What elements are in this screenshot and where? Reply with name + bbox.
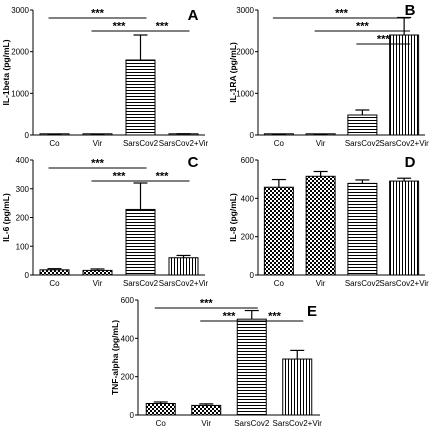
bar: [236, 318, 267, 416]
y-axis-label: IL-1RA (pg/mL): [228, 42, 238, 103]
y-tick-label: 400: [241, 194, 255, 203]
category-label: Vir: [316, 279, 326, 288]
y-tick-label: 3000: [11, 6, 29, 15]
panel-A: 0 1000 2000 3000 IL-1beta (pg/mL) A Co Vir SarsC…: [1, 6, 209, 148]
y-tick-label: 2000: [236, 48, 254, 57]
bar: [347, 114, 378, 136]
y-tick-label: 0: [25, 271, 30, 280]
category-label: Vir: [93, 139, 103, 148]
significance-label: ***: [377, 34, 391, 46]
category-label: Vir: [201, 419, 211, 428]
bar: [191, 404, 222, 416]
y-tick-label: 600: [121, 296, 135, 305]
significance-label: ***: [156, 21, 170, 33]
panel-E: 0 200 400 600 TNF-alpha (pg/mL) E Co Vir SarsCov…: [110, 296, 322, 428]
panel-letter: B: [405, 2, 416, 19]
y-tick-label: 400: [121, 334, 135, 343]
bar: [389, 34, 420, 136]
y-tick-label: 0: [250, 271, 255, 280]
significance-label: ***: [156, 171, 170, 183]
panel-letter: D: [405, 154, 416, 171]
bar: [305, 175, 336, 276]
bar: [39, 269, 70, 276]
significance-label: ***: [200, 298, 214, 310]
bar: [82, 269, 113, 276]
significance-label: ***: [113, 21, 127, 33]
bar: [145, 403, 176, 416]
y-tick-label: 200: [16, 214, 30, 223]
panel-letter: C: [188, 154, 199, 171]
y-tick-label: 200: [121, 373, 135, 382]
significance-label: ***: [91, 8, 105, 20]
bar: [125, 59, 156, 136]
y-axis-label: IL-8 (pg/mL): [228, 193, 238, 242]
bar: [125, 208, 156, 276]
y-tick-label: 2000: [11, 48, 29, 57]
bar: [347, 182, 378, 276]
y-axis-label: TNF-alpha (pg/mL): [110, 320, 120, 395]
y-tick-label: 0: [25, 131, 30, 140]
category-label: Co: [274, 279, 285, 288]
category-label: SarsCov2+Vir: [273, 419, 323, 428]
y-tick-label: 300: [16, 185, 30, 194]
bar: [389, 180, 420, 276]
y-tick-label: 600: [241, 156, 255, 165]
category-label: Vir: [93, 279, 103, 288]
category-label: SarsCov2+Vir: [379, 139, 429, 148]
category-label: Vir: [316, 139, 326, 148]
bar: [168, 257, 199, 276]
y-axis-label: IL-1beta (pg/mL): [1, 39, 11, 105]
category-label: SarsCov2: [123, 139, 159, 148]
significance-label: ***: [91, 158, 105, 170]
category-label: SarsCov2+Vir: [159, 279, 209, 288]
y-axis-label: IL-6 (pg/mL): [1, 193, 11, 242]
category-label: SarsCov2+Vir: [159, 139, 209, 148]
panel-C: 0 100 200 300 400 IL-6 (pg/mL) C Co Vir SarsCov2 S…: [1, 154, 209, 288]
y-tick-label: 200: [241, 233, 255, 242]
y-tick-label: 1000: [11, 89, 29, 98]
significance-label: ***: [335, 8, 349, 20]
panel-B: 0 1000 2000 3000 IL-1RA (pg/mL) B Co Vir SarsCov…: [228, 2, 429, 148]
y-tick-label: 100: [16, 242, 30, 251]
y-tick-label: 0: [130, 411, 135, 420]
category-label: Co: [274, 139, 285, 148]
panel-letter: E: [307, 303, 317, 320]
bar: [263, 186, 294, 276]
category-label: Co: [49, 139, 60, 148]
category-label: Co: [49, 279, 60, 288]
significance-label: ***: [113, 171, 127, 183]
y-tick-label: 3000: [236, 6, 254, 15]
y-tick-label: 0: [250, 131, 255, 140]
panel-D: 0 200 400 600 IL-8 (pg/mL) D Co Vir SarsCov2 Sars…: [228, 154, 429, 288]
category-label: SarsCov2+Vir: [379, 279, 429, 288]
category-label: Co: [156, 419, 167, 428]
category-label: SarsCov2: [345, 279, 381, 288]
category-label: SarsCov2: [345, 139, 381, 148]
panel-letter: A: [188, 7, 199, 24]
y-tick-label: 400: [16, 156, 30, 165]
significance-label: ***: [268, 311, 282, 323]
category-label: SarsCov2: [234, 419, 270, 428]
significance-label: ***: [223, 311, 237, 323]
significance-label: ***: [356, 21, 370, 33]
category-label: SarsCov2: [123, 279, 159, 288]
y-tick-label: 1000: [236, 89, 254, 98]
bar: [282, 358, 313, 416]
